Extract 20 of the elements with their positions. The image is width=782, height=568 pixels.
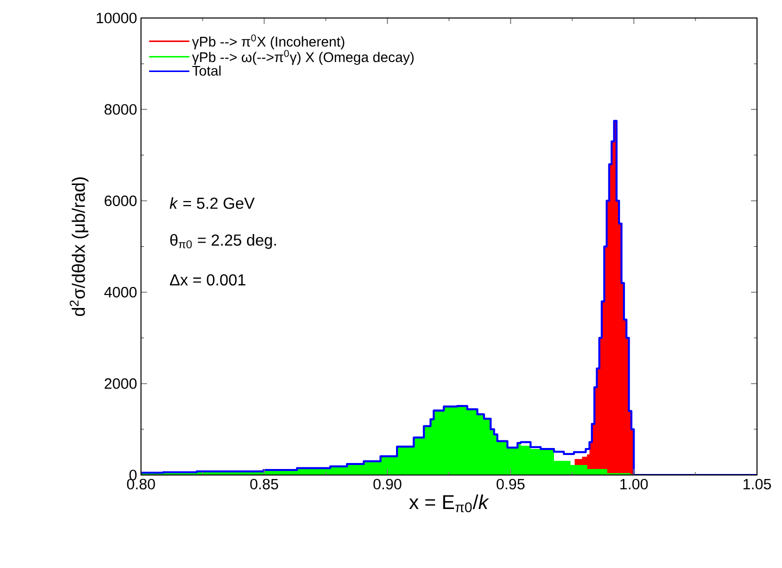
x-tick-label: 0.85 <box>250 478 278 490</box>
x-tick-label: 1.00 <box>620 478 648 490</box>
y-tick-label: 0 <box>129 470 137 480</box>
y-tick-label: 4000 <box>104 286 137 298</box>
x-tick-label: 1.05 <box>744 478 771 490</box>
legend-label: γPb --> ω(-->π$^{0}$γ) X (Omega decay) <box>192 50 414 65</box>
annotation: Δx = 0.001 <box>170 274 246 286</box>
y-tick-label: 2000 <box>104 378 137 389</box>
legend-label: Total <box>192 65 221 76</box>
y-tick-label: 8000 <box>104 104 137 115</box>
x-tick-label: 0.90 <box>373 478 402 490</box>
annotation: θ$_{π0}$ = 2.25 deg. <box>170 234 276 249</box>
x-tick-label: 0.80 <box>127 478 155 490</box>
legend-label: γPb --> π$^{0}$X (Incoherent) <box>192 34 344 50</box>
x-tick-label: 0.95 <box>496 478 525 490</box>
x-axis-title: x = E$_{π0}$/k <box>409 494 490 512</box>
annotation: k = 5.2 GeV <box>170 197 255 209</box>
y-tick-label: 10000 <box>96 12 137 24</box>
y-tick-label: 6000 <box>104 196 137 206</box>
y-axis-title: d$^{2}$σ/dθdx (μb/rad) <box>70 177 88 316</box>
